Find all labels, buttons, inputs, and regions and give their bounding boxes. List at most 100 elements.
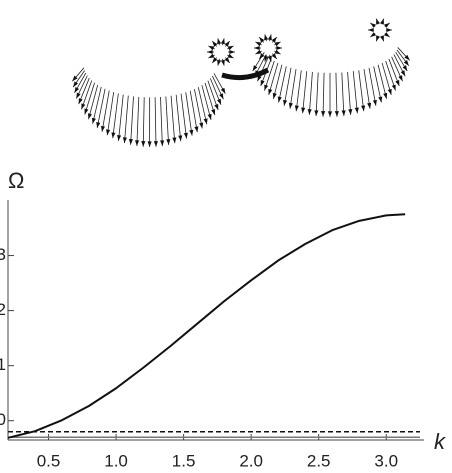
arrow-head	[367, 102, 372, 109]
arrow-head	[203, 118, 208, 125]
y-tick-label: 3	[0, 245, 6, 264]
arrow-head	[220, 59, 225, 66]
arrow-head	[217, 98, 222, 105]
arrow-head	[100, 125, 106, 132]
arrow-shaft	[358, 70, 365, 112]
arrow-head	[380, 35, 384, 42]
arrow-head	[117, 135, 122, 141]
arrow-shaft	[170, 95, 176, 144]
arrow-head	[383, 22, 390, 28]
arrow-head	[403, 60, 409, 66]
arrow-shaft	[289, 69, 297, 109]
arrow-shaft	[273, 64, 283, 99]
arrow-head	[217, 59, 222, 66]
arrow-shaft	[180, 93, 187, 139]
arrow-head	[178, 135, 183, 142]
arrow-head	[84, 108, 89, 115]
arrow-head	[321, 111, 326, 117]
arrow-head	[368, 27, 374, 33]
arrow-head	[395, 80, 400, 86]
arrow-head	[166, 139, 171, 145]
x-tick-label: 2.0	[239, 451, 263, 470]
arrow-head	[288, 102, 293, 109]
arrow-head	[160, 140, 165, 147]
arrow-head	[301, 107, 306, 114]
arrow-head	[274, 49, 281, 55]
data-line	[7, 213, 406, 439]
arrow-head	[264, 55, 269, 62]
arrow-shaft	[201, 85, 212, 120]
arrow-head	[264, 34, 269, 41]
arrow-head	[271, 53, 277, 59]
arrow-shaft	[185, 92, 193, 136]
arrow-head	[383, 32, 390, 38]
arrow-head	[271, 37, 277, 43]
arrow-shaft	[377, 64, 387, 99]
arrow-shaft	[130, 96, 134, 145]
arrow-shaft	[160, 96, 163, 147]
x-tick-label: 0.5	[37, 451, 61, 470]
arrow-shaft	[175, 94, 182, 142]
arrow-head	[220, 38, 225, 45]
arrow-head	[74, 87, 80, 93]
arrow-head	[400, 70, 406, 77]
arrow-shaft	[197, 87, 208, 125]
arrow-head	[283, 99, 288, 106]
y-tick-label: 0	[0, 410, 6, 429]
arrow-shaft	[347, 71, 352, 115]
arrow-head	[135, 140, 140, 146]
y-axis-label: Ω	[8, 168, 24, 193]
arrow-shaft	[92, 86, 102, 124]
arrow-head	[224, 41, 230, 47]
arrow-head	[277, 96, 282, 103]
arrow-head	[404, 54, 410, 61]
arrow-head	[87, 113, 92, 120]
arrow-head	[276, 45, 282, 51]
arrow-head	[380, 18, 384, 25]
arrow-shaft	[106, 92, 115, 136]
arrow-head	[81, 103, 86, 110]
arrow-shaft	[136, 96, 140, 146]
arrow-head	[227, 53, 234, 59]
arrow-head	[294, 105, 299, 112]
arrow-head	[378, 96, 383, 103]
arrow-head	[211, 109, 216, 116]
arrow-head	[217, 38, 222, 45]
arrow-head	[122, 137, 127, 144]
arrow-head	[361, 105, 366, 112]
arrow-head	[376, 18, 380, 25]
x-tick-label: 1.0	[104, 451, 128, 470]
arrow-shaft	[124, 95, 129, 144]
arrow-head	[96, 122, 101, 128]
arrow-head	[189, 129, 194, 136]
arrow-head	[264, 84, 269, 91]
arrow-head	[372, 99, 377, 106]
arrow-shaft	[322, 72, 325, 117]
arrow-head	[334, 111, 339, 117]
x-tick-label: 2.5	[307, 451, 331, 470]
arrow-shaft	[88, 84, 99, 120]
arrow-head	[183, 132, 188, 139]
arrow-shaft	[154, 97, 157, 147]
arrow-head	[267, 34, 272, 41]
arrow-head	[348, 109, 353, 115]
arrow-head	[219, 93, 224, 100]
arrow-shaft	[96, 88, 106, 129]
arrow-shaft	[189, 90, 198, 133]
x-axis-label: k	[434, 429, 446, 454]
arrow-head	[220, 87, 226, 94]
arrow-head	[387, 88, 392, 95]
arrow-head	[255, 49, 262, 55]
arrow-head	[254, 45, 260, 51]
arrow-head	[370, 32, 377, 38]
arrow-shaft	[295, 70, 302, 112]
y-tick-label: 1	[0, 355, 6, 374]
x-tick-label: 3.0	[374, 451, 398, 470]
arrow-shaft	[352, 71, 358, 114]
arrow-shaft	[363, 69, 371, 109]
x-tick-label: 1.5	[172, 451, 196, 470]
arrow-head	[272, 92, 277, 99]
arrow-head	[402, 65, 408, 72]
arrow-head	[354, 107, 359, 114]
arrow-head	[194, 126, 199, 133]
